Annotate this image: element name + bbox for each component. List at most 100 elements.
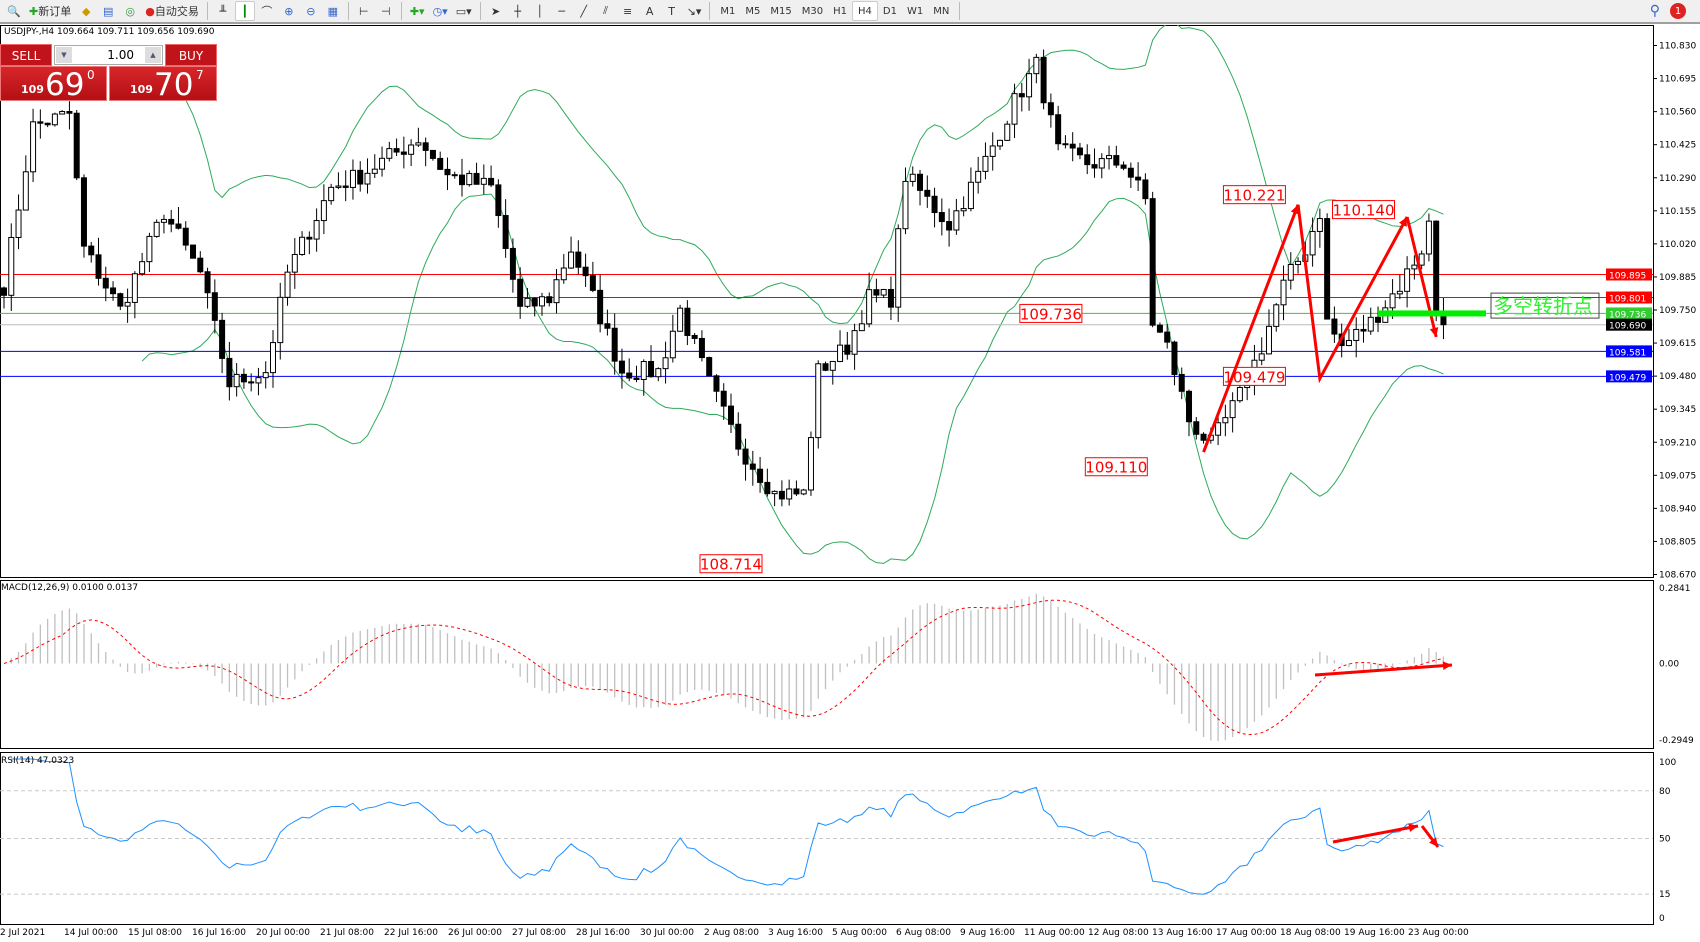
candle-body bbox=[735, 423, 742, 450]
text-label-icon[interactable]: T bbox=[668, 4, 675, 18]
templates-icon[interactable]: ▭▾ bbox=[455, 4, 472, 18]
fibonacci-icon[interactable]: ≡ bbox=[623, 4, 633, 18]
timeframe-w1[interactable]: W1 bbox=[906, 5, 924, 17]
timeframe-m5[interactable]: M5 bbox=[745, 5, 761, 17]
equidistant-channel-icon[interactable]: ⫽ bbox=[603, 4, 609, 17]
timeframe-mn[interactable]: MN bbox=[933, 5, 950, 17]
timeframe-m15[interactable]: M15 bbox=[770, 5, 792, 17]
timeframe-m1[interactable]: M1 bbox=[720, 5, 736, 17]
candle-body bbox=[473, 172, 480, 185]
time-axis-label: 17 Aug 00:00 bbox=[1216, 928, 1277, 938]
candle-body bbox=[1120, 164, 1127, 169]
text-icon[interactable]: A bbox=[645, 4, 654, 18]
candlestick-icon[interactable]: ┃ bbox=[234, 1, 255, 21]
candle-body bbox=[459, 174, 466, 186]
bar-chart-icon[interactable]: ╨ bbox=[219, 4, 227, 18]
timeframe-m30[interactable]: M30 bbox=[801, 5, 824, 17]
chart-canvas[interactable]: 109.895 109.801 109.736 109.690 109.581 109.4… bbox=[0, 25, 1700, 942]
candle bbox=[1127, 162, 1134, 189]
time-axis-label: 30 Jul 00:00 bbox=[640, 928, 694, 938]
lot-size-input[interactable]: 1.00 bbox=[54, 45, 163, 65]
periods-icon[interactable]: ◷▾ bbox=[432, 4, 448, 18]
price-axis-label: 110.425 bbox=[1659, 141, 1696, 151]
macd-pane bbox=[0, 580, 1654, 749]
lot-decrease-button[interactable]: ▼ bbox=[56, 47, 72, 63]
candle bbox=[1375, 306, 1382, 333]
indicators-icon[interactable]: ✚▾ bbox=[409, 4, 425, 18]
candle-body bbox=[946, 221, 953, 231]
candle-body bbox=[1033, 56, 1040, 75]
candle bbox=[1440, 298, 1447, 340]
notifications-badge[interactable]: 1 bbox=[1670, 3, 1686, 19]
candle bbox=[182, 221, 189, 251]
candle-body bbox=[139, 261, 146, 275]
candle bbox=[597, 274, 604, 333]
candle-body bbox=[233, 373, 240, 388]
candle-body bbox=[546, 296, 553, 304]
search-icon[interactable]: ⚲ bbox=[1649, 3, 1660, 19]
vertical-line-icon[interactable]: │ bbox=[536, 4, 543, 18]
metaeditor-icon[interactable]: ◆ bbox=[81, 4, 91, 18]
candle-body bbox=[618, 360, 625, 374]
lot-increase-button[interactable]: ▲ bbox=[145, 47, 161, 63]
candle-body bbox=[22, 171, 29, 211]
candle bbox=[8, 223, 15, 311]
timeframe-d1[interactable]: D1 bbox=[882, 5, 897, 17]
candle bbox=[262, 361, 269, 389]
candle bbox=[30, 108, 37, 183]
down-arrow bbox=[1405, 216, 1438, 338]
price-tag bbox=[1606, 318, 1652, 331]
candle-body bbox=[59, 111, 66, 115]
candle-body bbox=[44, 122, 51, 126]
cursor-icon[interactable]: ➤ bbox=[491, 4, 501, 18]
arrows-icon[interactable]: ↘▾ bbox=[686, 4, 702, 18]
buy-button[interactable]: BUY bbox=[165, 44, 217, 66]
candle bbox=[640, 359, 647, 396]
auto-trading-button[interactable]: ● 自动交易 bbox=[145, 4, 199, 19]
bollinger-upper bbox=[142, 25, 1444, 325]
candle-body bbox=[604, 323, 611, 329]
candle-body bbox=[648, 361, 655, 378]
line-chart-icon[interactable]: ⌒ bbox=[261, 5, 273, 18]
new-order-button[interactable]: ✚ 新订单 bbox=[29, 4, 72, 19]
price-axis-label: 110.020 bbox=[1659, 240, 1696, 250]
history-icon[interactable]: ▤ bbox=[103, 4, 114, 18]
turning-point-bar bbox=[1378, 310, 1487, 317]
candle bbox=[924, 175, 931, 208]
candle-body bbox=[728, 405, 734, 425]
ask-price-button[interactable]: 109 70 7 bbox=[109, 66, 217, 103]
candle-body bbox=[1113, 155, 1120, 166]
bid-price-button[interactable]: 109 69 0 bbox=[0, 66, 107, 103]
candle bbox=[807, 431, 814, 496]
candle-body bbox=[328, 186, 335, 202]
zoom-in-icon[interactable]: ⊕ bbox=[284, 4, 294, 18]
autoscroll-icon[interactable]: ⊢ bbox=[359, 4, 369, 18]
candle bbox=[168, 209, 175, 233]
candle bbox=[720, 383, 727, 420]
candle-body bbox=[248, 381, 255, 384]
sell-button[interactable]: SELL bbox=[0, 44, 52, 66]
timeframe-h1[interactable]: H1 bbox=[833, 5, 847, 17]
candle bbox=[771, 490, 778, 507]
price-annotation-box bbox=[699, 554, 763, 574]
crosshair-icon[interactable]: ┼ bbox=[514, 4, 521, 18]
horizontal-line-icon[interactable]: ─ bbox=[558, 4, 565, 18]
candle-body bbox=[1047, 102, 1054, 116]
zoom-out-icon[interactable]: ⊖ bbox=[306, 4, 316, 18]
chart-shift-icon[interactable]: ⊣ bbox=[381, 4, 391, 18]
signal-icon[interactable]: ◎ bbox=[125, 4, 136, 18]
timeframe-h4[interactable]: H4 bbox=[851, 1, 878, 21]
candle bbox=[1, 286, 7, 309]
trendline-icon[interactable]: ╱ bbox=[580, 4, 587, 18]
candle-body bbox=[357, 169, 364, 185]
candle-body bbox=[866, 289, 873, 325]
search-icon[interactable]: 🔍 bbox=[7, 4, 21, 18]
candle bbox=[1353, 317, 1360, 358]
candle-body bbox=[706, 357, 713, 377]
candle-body bbox=[1055, 114, 1062, 145]
trend-arrow-head bbox=[1399, 216, 1408, 227]
tile-windows-icon[interactable]: ▦ bbox=[327, 4, 339, 18]
candle bbox=[517, 267, 524, 319]
candle bbox=[59, 110, 66, 115]
candle-body bbox=[1411, 264, 1418, 270]
